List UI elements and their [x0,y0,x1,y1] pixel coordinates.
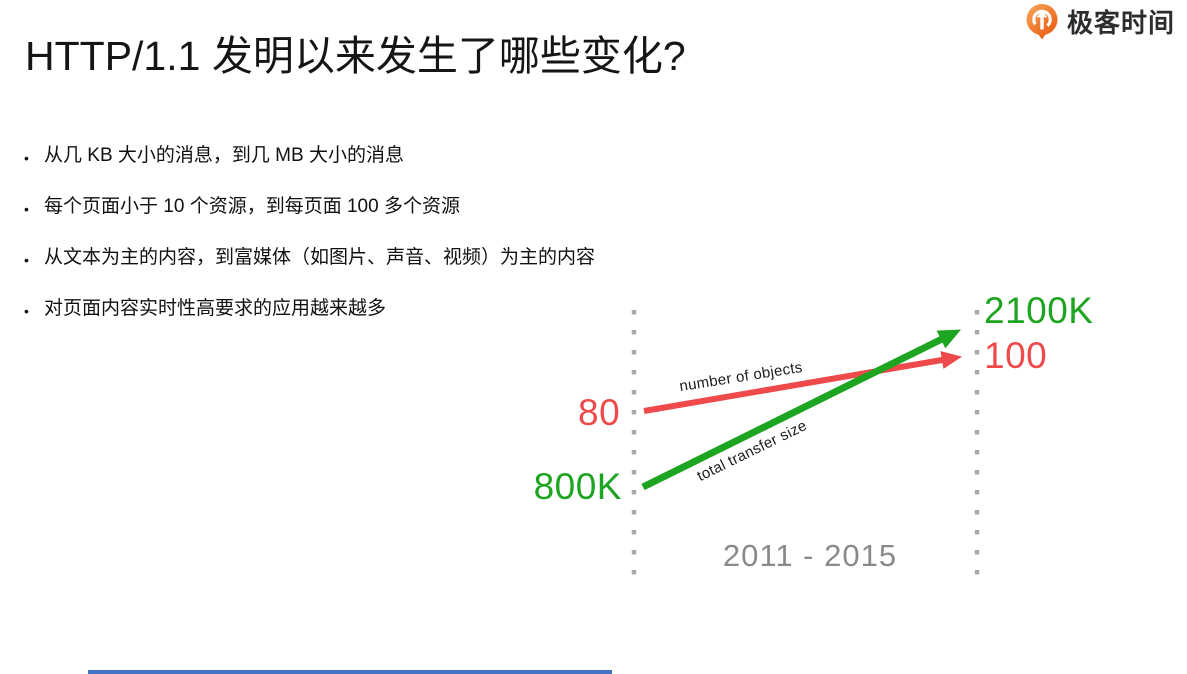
transfer-start-value: 800K [533,466,622,507]
transfer-series-label: total transfer size [694,417,810,485]
bullet-text: 从文本为主的内容，到富媒体（如图片、声音、视频）为主的内容 [44,247,596,268]
bullet-marker-icon: • [24,201,29,217]
brand-name: 极客时间 [1066,8,1175,38]
bullet-item: • 对页面内容实时性高要求的应用越来越多 [24,297,595,320]
bullet-marker-icon: • [24,252,29,268]
bullet-item: • 从几 KB 大小的消息，到几 MB 大小的消息 [24,144,595,167]
transfer-end-value: 2100K [984,290,1094,331]
bullet-text: 每个页面小于 10 个资源，到每页面 100 多个资源 [44,196,460,217]
bullet-marker-icon: • [24,303,29,319]
geektime-logo-icon [1026,4,1058,40]
objects-end-value: 100 [984,335,1048,376]
bullet-item: • 每个页面小于 10 个资源，到每页面 100 多个资源 [24,195,595,218]
bullet-text: 对页面内容实时性高要求的应用越来越多 [44,298,387,319]
bullet-item: • 从文本为主的内容，到富媒体（如图片、声音、视频）为主的内容 [24,246,595,269]
page-title: HTTP/1.1 发明以来发生了哪些变化? [25,33,686,79]
period-label: 2011 - 2015 [722,538,898,573]
objects-start-value: 80 [578,392,621,433]
bullet-text: 从几 KB 大小的消息，到几 MB 大小的消息 [44,145,404,166]
progress-bar[interactable] [88,670,612,674]
objects-series-label: number of objects [678,358,804,396]
brand-logo: 极客时间 [1024,3,1175,40]
bullet-list: • 从几 KB 大小的消息，到几 MB 大小的消息 • 每个页面小于 10 个资… [24,144,595,348]
bullet-marker-icon: • [24,150,29,166]
